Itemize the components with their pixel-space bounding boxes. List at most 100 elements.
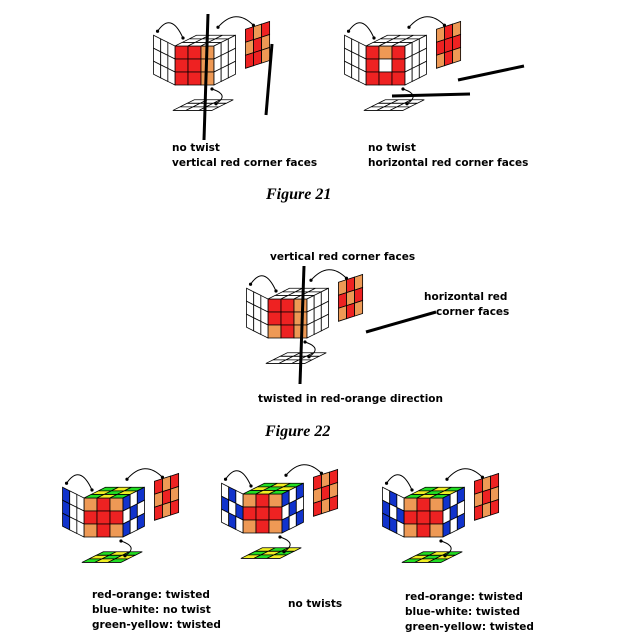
fig21-right-horizontal-line-2 (457, 64, 525, 82)
fold-arrow-top (446, 468, 483, 480)
left-face-facelet (167, 67, 176, 86)
arrow-head-icon (216, 25, 220, 29)
figure22-caption: Figure 22 (265, 423, 331, 440)
arrow-head-icon (210, 87, 214, 91)
fig22-top-label: vertical red corner faces (270, 251, 416, 263)
fold-arrow-top (310, 269, 347, 281)
fig23-right-label: red-orange: twisted blue-white: twisted … (405, 591, 534, 633)
fold-arrow-bottom (211, 88, 223, 105)
back-face-facelet (170, 498, 180, 516)
back-face-facelet (482, 501, 491, 519)
front-face-facelet (403, 497, 418, 512)
arrow-head-icon (223, 477, 228, 481)
front-face-facelet (416, 497, 431, 512)
fig21-left-vertical-line-1 (202, 13, 210, 141)
arrow-head-icon (64, 481, 69, 485)
fold-arrow-left (66, 474, 93, 491)
back-face-facelet (329, 494, 339, 512)
arrow-head-icon (405, 102, 409, 106)
front-face-facelet (416, 523, 431, 538)
arrow-head-icon (442, 23, 447, 27)
fig21-left-label: no twist vertical red corner faces (172, 142, 318, 169)
arrow-head-icon (214, 102, 218, 106)
bottom-face-facelet (427, 558, 449, 563)
arrow-head-icon (284, 473, 288, 477)
fold-arrow-left (157, 22, 184, 39)
front-face-facelet (429, 523, 444, 538)
bottom-face-facelet (266, 554, 288, 559)
back-face-facelet (490, 498, 500, 516)
arrow-head-icon (278, 535, 282, 539)
fold-arrow-bottom (440, 540, 452, 557)
back-face-facelet (452, 46, 462, 64)
fold-arrow-top (285, 464, 322, 476)
arrow-head-icon (119, 539, 123, 543)
arrow-head-icon (160, 475, 165, 479)
back-face-facelet (354, 299, 364, 317)
right-face-facelet (227, 60, 236, 79)
arrow-head-icon (123, 554, 127, 558)
arrow-head-icon (282, 550, 286, 554)
fold-arrow-left (386, 474, 413, 491)
arrow-head-icon (410, 488, 414, 492)
right-face-facelet (456, 512, 465, 531)
arrow-head-icon (307, 355, 311, 359)
arrow-head-icon (384, 481, 389, 485)
fold-arrow-left (250, 275, 277, 292)
left-face-facelet (76, 519, 85, 538)
arrow-head-icon (274, 289, 278, 293)
fold-arrow-top (217, 16, 254, 28)
arrow-head-icon (125, 477, 129, 481)
fig22-side-label: horizontal red corner faces (424, 291, 510, 318)
right-face-facelet (295, 508, 304, 527)
arrow-head-icon (346, 29, 351, 33)
front-face-facelet (403, 510, 418, 525)
back-face-facelet (474, 504, 483, 521)
fold-arrow-bottom (279, 536, 291, 553)
front-face-facelet (403, 523, 418, 538)
fold-arrow-left (225, 470, 252, 487)
bottom-face-facelet (389, 106, 411, 111)
arrow-head-icon (439, 539, 443, 543)
arrow-head-icon (309, 278, 313, 282)
right-face-facelet (136, 512, 145, 531)
arrow-head-icon (443, 554, 447, 558)
right-face-facelet (320, 313, 329, 332)
fold-arrow-top (126, 468, 163, 480)
arrow-head-icon (480, 475, 485, 479)
right-face-facelet (418, 60, 427, 79)
arrow-head-icon (251, 23, 256, 27)
left-face-facelet (358, 67, 367, 86)
fold-arrow-left (348, 22, 375, 39)
bottom-face-facelet (107, 558, 129, 563)
arrow-head-icon (303, 340, 307, 344)
fig23-middle-label: no twists (288, 598, 343, 610)
fold-arrow-bottom (304, 341, 316, 358)
arrow-head-icon (372, 36, 376, 40)
fig22-vertical-line (298, 265, 306, 385)
arrow-head-icon (181, 36, 185, 40)
arrow-head-icon (445, 477, 449, 481)
front-face-facelet (429, 510, 444, 525)
front-face-facelet (429, 497, 444, 512)
fig23-left-label: red-orange: twisted blue-white: no twist… (92, 589, 221, 631)
fig21-right-label: no twist horizontal red corner faces (368, 142, 529, 169)
arrow-head-icon (248, 282, 253, 286)
left-face-facelet (235, 515, 244, 534)
fig22-bottom-label: twisted in red-orange direction (258, 393, 443, 405)
arrow-head-icon (155, 29, 160, 33)
arrow-head-icon (401, 87, 405, 91)
fig21-right-horizontal-line-1 (391, 92, 471, 98)
left-face-facelet (396, 519, 405, 538)
arrow-head-icon (344, 276, 349, 280)
arrow-head-icon (407, 25, 411, 29)
arrow-head-icon (249, 484, 253, 488)
arrow-head-icon (90, 488, 94, 492)
fold-arrow-bottom (120, 540, 132, 557)
